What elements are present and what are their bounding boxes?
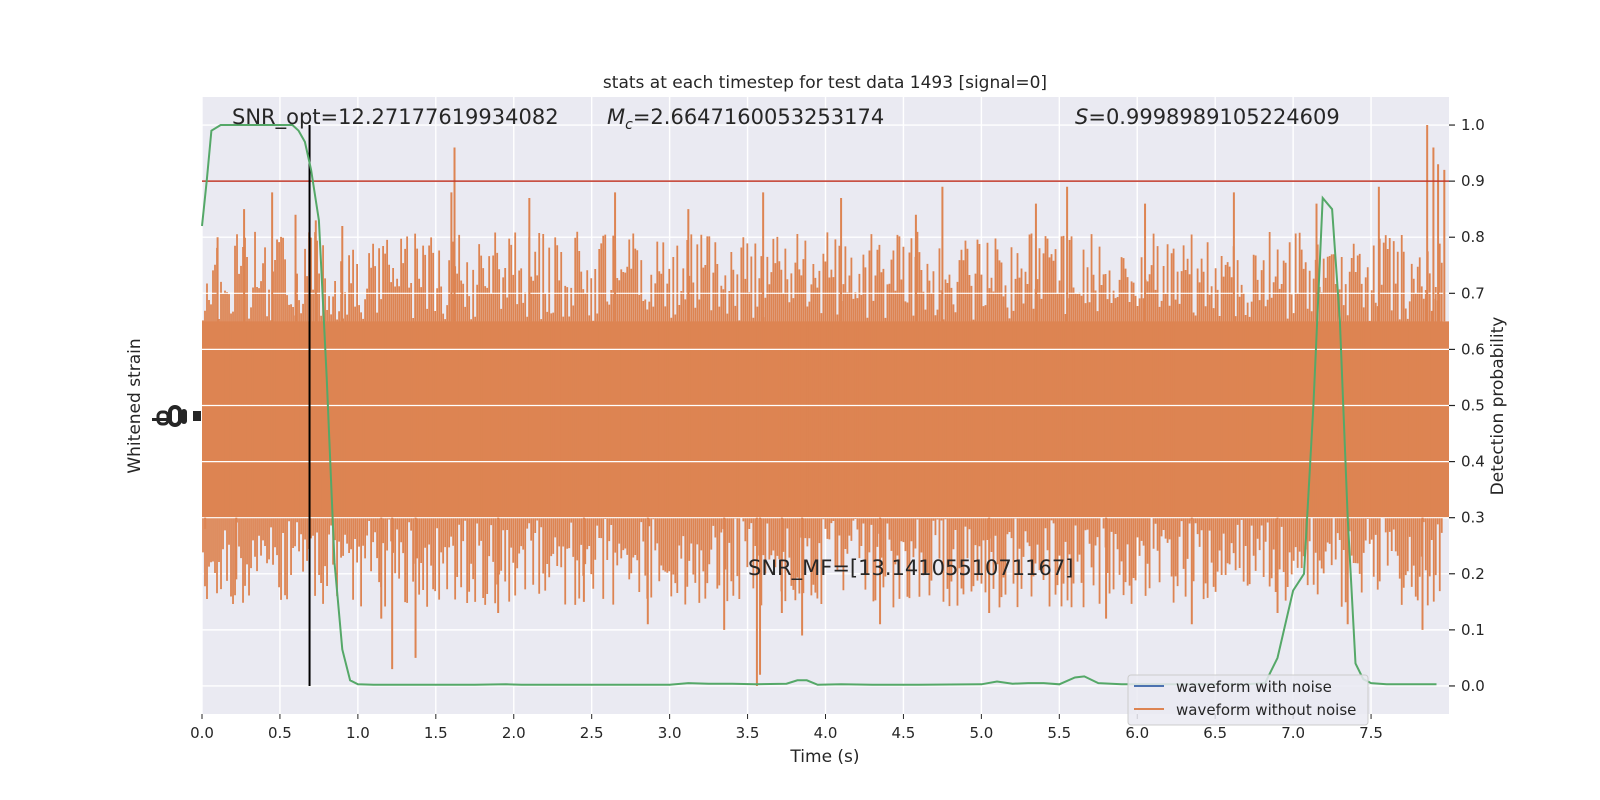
x-tick-label: 5.5 [1047, 724, 1071, 742]
detection-probability-line [201, 124, 1437, 686]
s-annotation: S=0.9998989105224609 [1075, 105, 1340, 129]
right-tick-label: 0.7 [1461, 284, 1485, 302]
right-tick-label: 0.9 [1461, 172, 1485, 190]
x-tick-label: 1.5 [424, 724, 448, 742]
strain-spikes [204, 125, 1446, 686]
right-axis-ticks: 0.0 0.1 0.2 0.3 0.4 0.5 0.6 0.7 0.8 0.9 1.0 [1449, 116, 1485, 695]
left-axis-label: Whitened strain [125, 338, 145, 473]
left-axis-tick-cluster [152, 405, 201, 427]
right-tick-label: 0.3 [1461, 509, 1485, 527]
x-tick-label: 2.0 [502, 724, 526, 742]
right-tick-label: 1.0 [1461, 116, 1485, 134]
x-tick-label: 1.0 [346, 724, 370, 742]
legend: waveform with noise waveform without noi… [1127, 674, 1369, 726]
right-tick-label: 0.8 [1461, 228, 1485, 246]
right-tick-label: 0.0 [1461, 677, 1485, 695]
x-tick-label: 4.5 [892, 724, 916, 742]
x-tick-label: 7.5 [1359, 724, 1383, 742]
right-tick-label: 0.5 [1461, 397, 1485, 415]
legend-box [1127, 674, 1369, 726]
right-axis-label: Detection probability [1488, 317, 1508, 496]
x-tick-label: 0.5 [268, 724, 292, 742]
x-tick-label: 3.5 [736, 724, 760, 742]
x-tick-label: 7.0 [1281, 724, 1305, 742]
x-axis-ticks: 0.0 0.5 1.0 1.5 2.0 2.5 3.0 3.5 4.0 4.5 5.0 5.5 6.0 6… [190, 714, 1383, 742]
snr-mf-annotation: SNR_MF=[13.1410551071167] [748, 556, 1073, 581]
chart-title: stats at each timestep for test data 149… [603, 73, 1047, 93]
right-tick-label: 0.6 [1461, 340, 1485, 358]
x-tick-label: 5.0 [969, 724, 993, 742]
x-axis-label: Time (s) [789, 747, 859, 767]
legend-label-with-noise: waveform with noise [1176, 678, 1332, 696]
x-tick-label: 0.0 [190, 724, 214, 742]
x-tick-label: 6.5 [1203, 724, 1227, 742]
x-tick-label: 4.0 [814, 724, 838, 742]
right-tick-label: 0.4 [1461, 453, 1485, 471]
x-tick-label: 6.0 [1125, 724, 1149, 742]
snr-opt-annotation: SNR_opt=12.27177619934082 [232, 105, 559, 130]
mc-annotation: Mc=2.6647160053253174 [607, 105, 884, 133]
x-tick-label: 2.5 [580, 724, 604, 742]
right-tick-label: 0.2 [1461, 565, 1485, 583]
right-tick-label: 0.1 [1461, 621, 1485, 639]
legend-label-without-noise: waveform without noise [1176, 701, 1356, 719]
strain-band [202, 231, 1449, 608]
x-tick-label: 3.0 [658, 724, 682, 742]
